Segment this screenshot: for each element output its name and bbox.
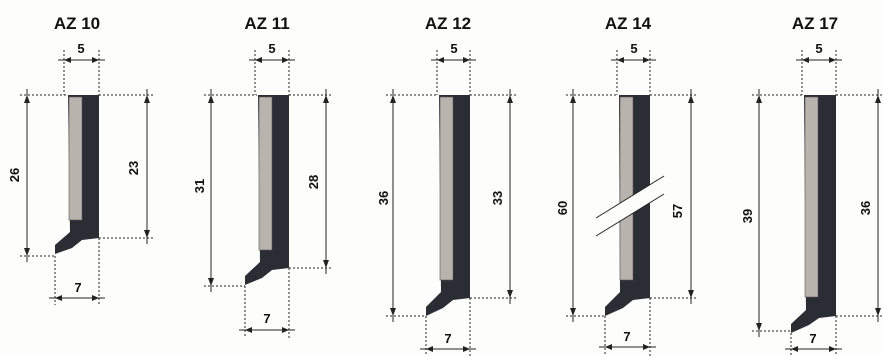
top-width-label: 5	[268, 41, 275, 56]
profile-az11: AZ 11 5 31 28 7	[192, 14, 332, 338]
profile-az17: AZ 17 5 39 36 7	[740, 14, 883, 356]
break-line	[595, 175, 665, 219]
bottom-width-label: 7	[444, 331, 451, 346]
plate-inner-layer	[804, 96, 819, 298]
inner-height-label: 33	[490, 191, 505, 205]
profile-title: AZ 11	[244, 14, 289, 33]
break-line	[595, 193, 665, 237]
plate-inner-layer	[258, 96, 273, 251]
inner-height-label: 36	[858, 201, 873, 215]
total-height-label: 31	[192, 179, 207, 193]
profile-title: AZ 10	[54, 14, 100, 33]
plate-inner-layer	[68, 96, 83, 221]
total-height-label: 26	[7, 168, 22, 182]
top-width-label: 5	[815, 41, 822, 56]
inner-height-label: 28	[306, 175, 321, 189]
bottom-width-label: 7	[623, 329, 630, 344]
top-width-label: 5	[630, 41, 637, 56]
break-gap	[596, 176, 664, 236]
inner-height-label: 23	[126, 161, 141, 175]
profile-az12: AZ 12 5 36 33 7	[376, 14, 516, 356]
top-width-label: 5	[450, 41, 457, 56]
bottom-width-label: 7	[263, 311, 270, 326]
total-height-label: 60	[555, 201, 570, 215]
profile-az10: AZ 10 5 26 23 7	[7, 14, 154, 305]
total-height-label: 39	[740, 209, 755, 223]
profile-title: AZ 17	[792, 14, 838, 33]
total-height-label: 36	[376, 191, 391, 205]
plate-inner-layer	[619, 96, 634, 281]
bottom-width-label: 7	[74, 280, 81, 295]
profile-title: AZ 14	[605, 14, 652, 33]
top-width-label: 5	[77, 41, 84, 56]
profile-title: AZ 12	[425, 14, 471, 33]
inner-height-label: 57	[670, 204, 685, 218]
bottom-width-label: 7	[809, 331, 816, 346]
plate-inner-layer	[439, 96, 454, 281]
profile-az14: AZ 14 5 60 57 7	[555, 14, 697, 356]
